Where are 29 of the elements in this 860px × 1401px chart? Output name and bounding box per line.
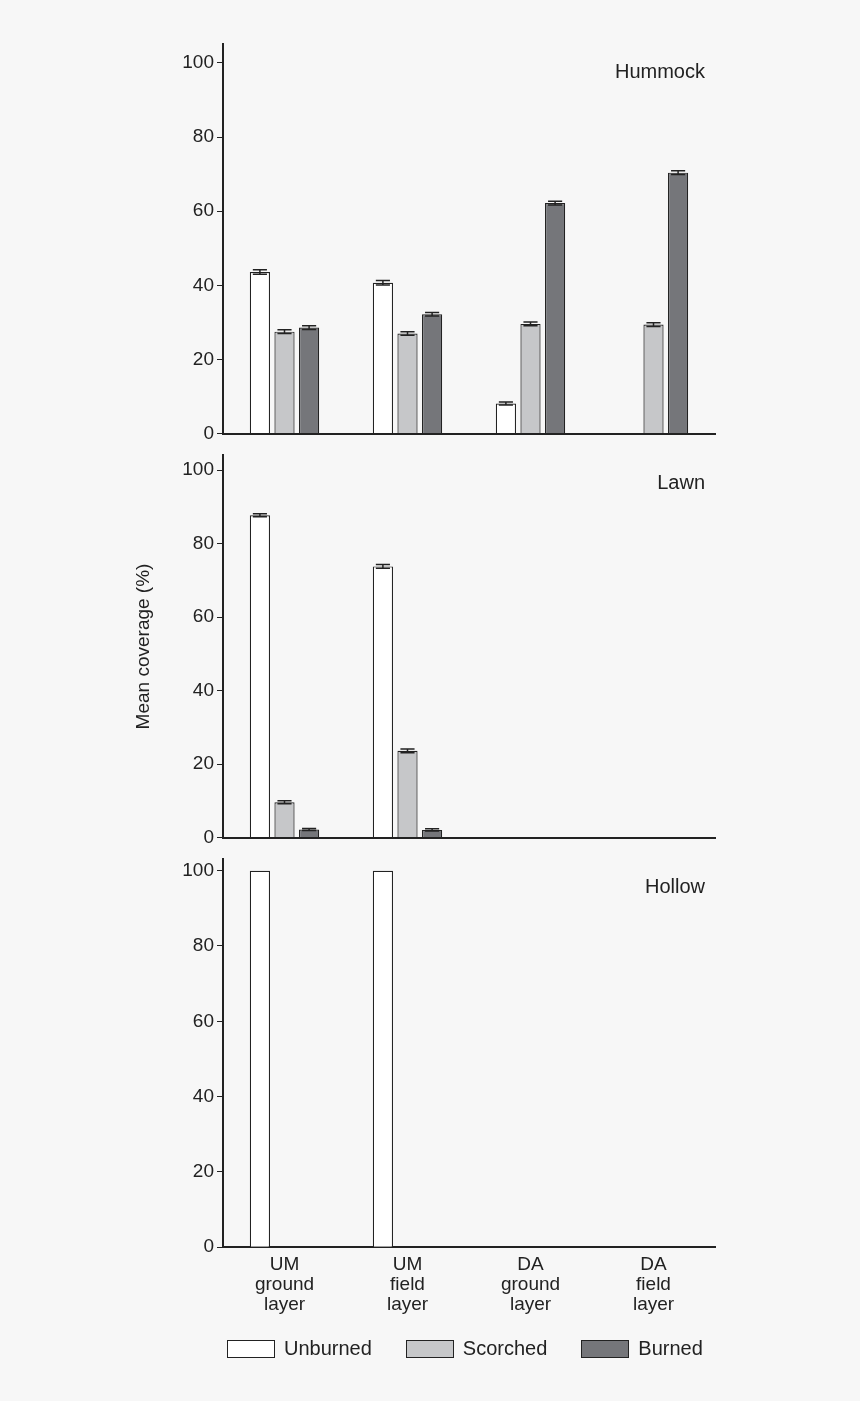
y-tick-label: 80: [192, 531, 214, 553]
y-tick-label: 80: [192, 125, 214, 147]
x-tick-label: UM field layer: [386, 1253, 429, 1315]
y-tick-label: 60: [192, 605, 214, 627]
y-tick-label: 100: [182, 458, 214, 480]
x-tick-label: DA field layer: [632, 1253, 675, 1315]
y-tick-label: 100: [182, 51, 214, 73]
y-tick-label: 100: [182, 858, 214, 880]
y-tick-label: 20: [192, 347, 214, 369]
x-tick-label: DA ground layer: [500, 1253, 561, 1315]
text: Hollow: [644, 874, 706, 897]
y-tick-label: 80: [192, 934, 214, 956]
y-tick-label: 0: [203, 421, 214, 443]
text: Lawn: [657, 470, 705, 493]
y-tick-label: 0: [203, 825, 214, 847]
y-tick-label: 20: [192, 752, 214, 774]
y-tick-label: 0: [203, 1235, 214, 1257]
legend-label: Burned: [638, 1337, 703, 1360]
text: Unburned: [284, 1337, 372, 1360]
y-tick-label: 40: [192, 273, 214, 295]
y-axis-title: Mean coverage (%): [131, 563, 153, 730]
legend-label: Scorched: [462, 1337, 548, 1360]
text: Hummock: [614, 59, 706, 82]
y-tick-label: 40: [192, 678, 214, 700]
y-tick-label: 40: [192, 1084, 214, 1106]
y-tick-label: 60: [192, 1009, 214, 1031]
y-tick-label: 60: [192, 199, 214, 221]
y-tick-label: 20: [192, 1160, 214, 1182]
x-tick-label: UM ground layer: [254, 1253, 315, 1315]
